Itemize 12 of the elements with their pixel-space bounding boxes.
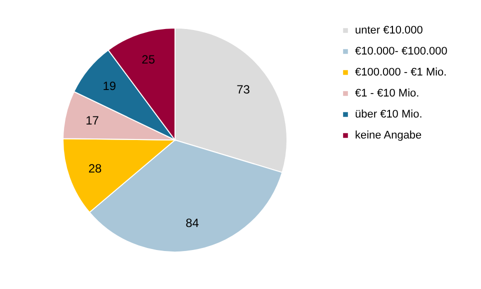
data-label: 19 [102,78,116,93]
data-label: 25 [142,52,156,66]
legend-label: keine Angabe [355,130,422,142]
data-label: 17 [86,114,100,128]
legend-label: €1 - €10 Mio. [355,88,420,100]
data-label: 73 [236,82,250,96]
data-label: 28 [88,162,102,176]
data-label: 84 [186,216,200,230]
legend-label: über €10 Mio. [355,108,422,120]
legend-label: €10.000- €100.000 [355,46,448,58]
legend-label: unter €10.000 [355,24,423,36]
legend-label: €100.000 - €1 Mio. [355,66,447,78]
